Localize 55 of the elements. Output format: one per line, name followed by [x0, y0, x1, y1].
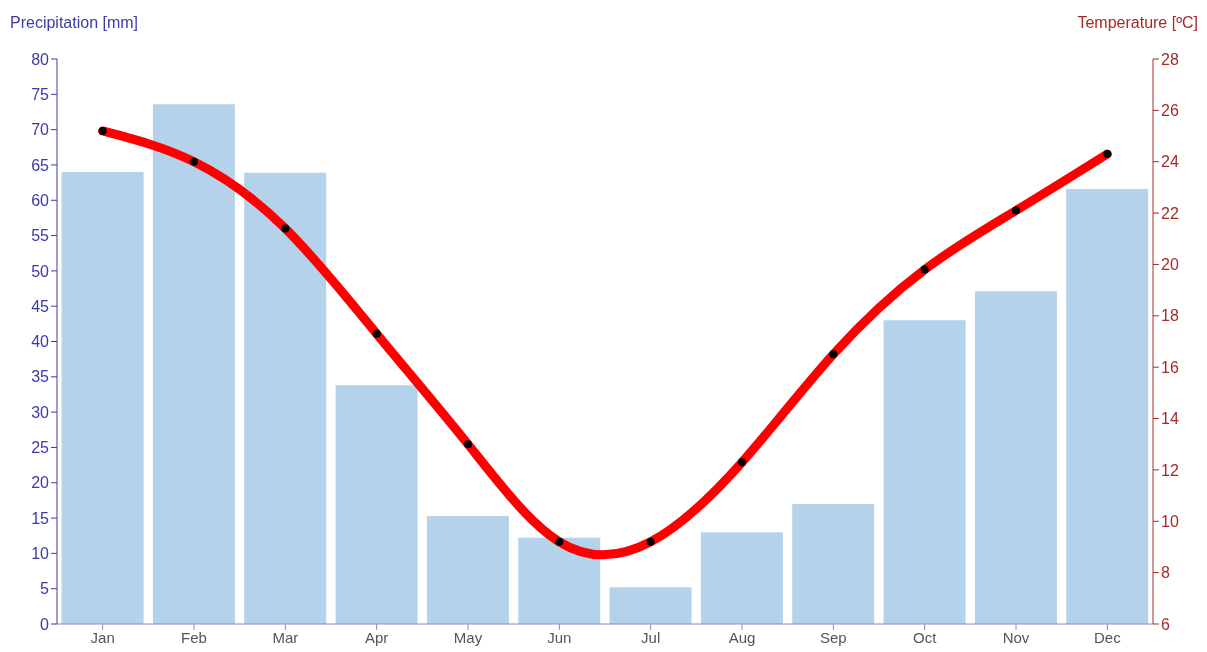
bar: [426, 515, 509, 624]
x-tick-label: Sep: [819, 628, 847, 646]
y-tick-label: 25: [31, 439, 50, 457]
y-tick-label: 10: [31, 545, 50, 563]
y2-tick-label: 20: [1161, 256, 1179, 274]
y-tick-label: 5: [40, 580, 50, 598]
y-tick-label: 45: [31, 297, 50, 315]
y2-tick-label: 28: [1161, 50, 1179, 68]
bar: [974, 291, 1057, 624]
bar: [335, 385, 418, 624]
y-tick-label: 30: [31, 403, 50, 421]
y2-tick-label: 22: [1161, 204, 1179, 222]
x-tick-label: Mar: [272, 628, 299, 646]
x-tick-label: Jan: [90, 628, 115, 646]
bar: [244, 172, 327, 624]
x-tick-label: Apr: [364, 628, 389, 646]
y2-tick-label: 26: [1161, 102, 1179, 120]
bar: [61, 172, 144, 624]
y2-tick-label: 18: [1161, 307, 1179, 325]
bar: [609, 587, 692, 624]
x-tick-label: Feb: [181, 628, 207, 646]
x-tick-label: Oct: [912, 628, 938, 646]
y2-tick-label: 6: [1161, 615, 1170, 633]
y-tick-label: 40: [31, 333, 50, 351]
x-tick-label: May: [453, 628, 483, 646]
y2-tick-label: 10: [1161, 512, 1179, 530]
y-tick-label: 60: [31, 191, 50, 209]
y-tick-label: 50: [31, 262, 50, 280]
y-tick-label: 75: [31, 85, 50, 103]
y2-tick-label: 16: [1161, 358, 1179, 376]
y-tick-label: 20: [31, 474, 50, 492]
y-tick-label: 15: [31, 509, 50, 527]
y-tick-label: 0: [40, 615, 50, 633]
bar: [152, 104, 235, 624]
x-tick-label: Aug: [728, 628, 756, 646]
y2-axis-title: Temperature [ºC]: [1077, 14, 1198, 32]
y2-tick-label: 14: [1161, 410, 1179, 428]
y-tick-label: 65: [31, 156, 50, 174]
bar: [1066, 188, 1149, 624]
y-axis-title: Precipitation [mm]: [10, 14, 139, 32]
y2-tick-label: 8: [1161, 564, 1170, 582]
bar: [518, 537, 601, 624]
bar: [792, 503, 875, 624]
x-tick-label: Jul: [641, 628, 661, 646]
y2-tick-label: 12: [1161, 461, 1179, 479]
y-tick-label: 55: [31, 227, 50, 245]
bar: [883, 320, 966, 624]
bar: [700, 532, 783, 624]
x-tick-label: Jun: [547, 628, 572, 646]
y-tick-label: 35: [31, 368, 50, 386]
y2-tick-label: 24: [1161, 153, 1179, 171]
x-tick-label: Nov: [1002, 628, 1030, 646]
y-tick-label: 70: [31, 121, 50, 139]
y-tick-label: 80: [31, 50, 50, 68]
x-tick-label: Dec: [1093, 628, 1122, 646]
